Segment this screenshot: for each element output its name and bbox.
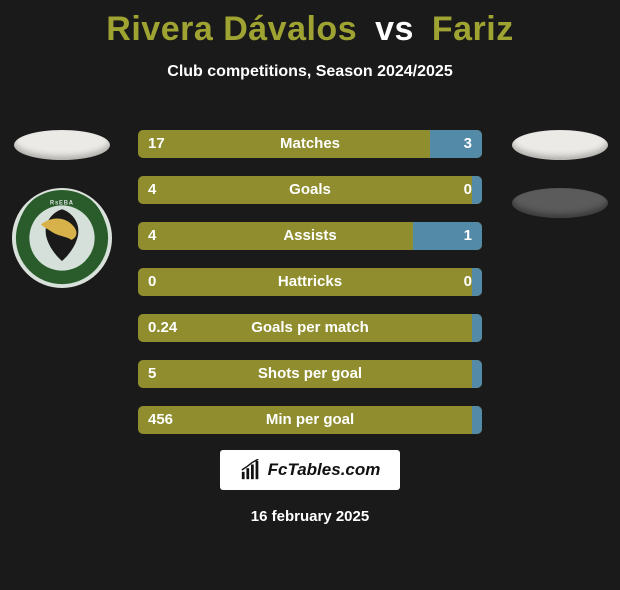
subtitle: Club competitions, Season 2024/2025	[0, 63, 620, 81]
chart-icon	[240, 459, 262, 481]
brand-text: FcTables.com	[268, 460, 381, 480]
player1-name: Rivera Dávalos	[106, 10, 357, 48]
league-logo-icon	[14, 130, 110, 160]
svg-text:ᴿˢᴱᴮᴬ: ᴿˢᴱᴮᴬ	[50, 198, 74, 208]
stat-row: Min per goal456	[138, 406, 482, 434]
stat-label: Goals per match	[138, 314, 482, 342]
league-logo-icon	[512, 130, 608, 160]
stat-value-left: 0.24	[148, 314, 177, 342]
stat-value-left: 4	[148, 222, 156, 250]
stats-bars: Matches173Goals40Assists41Hattricks00Goa…	[138, 130, 482, 434]
club-badge-icon: ᴿˢᴱᴮᴬ	[12, 188, 112, 288]
stat-label: Matches	[138, 130, 482, 158]
stat-row: Assists4 1	[138, 222, 482, 250]
stat-row: Hattricks0 0	[138, 268, 482, 296]
stat-value-right: 1	[464, 222, 472, 250]
right-logos	[512, 130, 608, 218]
stat-value-left: 456	[148, 406, 173, 434]
vs-text: vs	[375, 10, 414, 48]
player2-name: Fariz	[432, 10, 514, 48]
stat-label: Min per goal	[138, 406, 482, 434]
stat-value-right: 3	[464, 130, 472, 158]
stat-value-right: 0	[464, 176, 472, 204]
stat-value-left: 4	[148, 176, 156, 204]
stat-value-right: 0	[464, 268, 472, 296]
stat-value-left: 5	[148, 360, 156, 388]
page-title: Rivera Dávalos vs Fariz	[0, 10, 620, 49]
left-logos: ᴿˢᴱᴮᴬ	[12, 130, 112, 288]
stat-row: Matches17 3	[138, 130, 482, 158]
stat-label: Hattricks	[138, 268, 482, 296]
stat-row: Shots per goal5	[138, 360, 482, 388]
fctables-logo[interactable]: FcTables.com	[220, 450, 400, 490]
club-logo-icon	[512, 188, 608, 218]
stat-row: Goals per match0.24	[138, 314, 482, 342]
stat-label: Shots per goal	[138, 360, 482, 388]
footer-date: 16 february 2025	[0, 508, 620, 525]
stat-row: Goals4 0	[138, 176, 482, 204]
stat-value-left: 17	[148, 130, 165, 158]
stat-label: Goals	[138, 176, 482, 204]
stat-label: Assists	[138, 222, 482, 250]
stat-value-left: 0	[148, 268, 156, 296]
